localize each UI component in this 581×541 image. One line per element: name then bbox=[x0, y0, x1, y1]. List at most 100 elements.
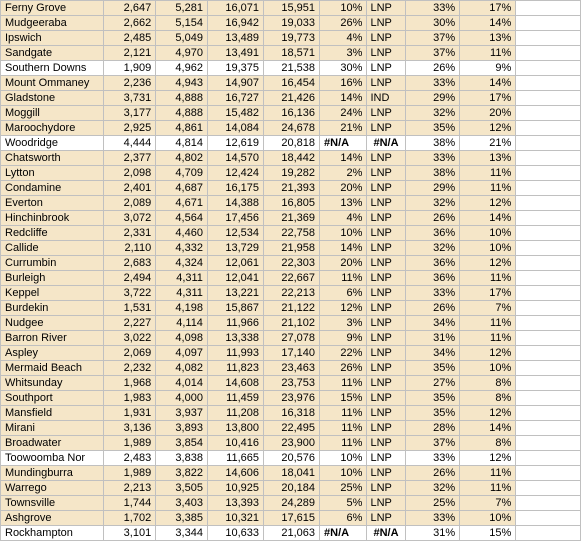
cell-v3: 15,482 bbox=[207, 106, 263, 121]
cell-v1: 1,531 bbox=[104, 301, 156, 316]
cell-v4: 19,033 bbox=[263, 16, 319, 31]
cell-v4: 22,495 bbox=[263, 421, 319, 436]
cell-v4: 21,122 bbox=[263, 301, 319, 316]
cell-pct2: 36% bbox=[406, 271, 460, 286]
cell-v2: 3,893 bbox=[156, 421, 208, 436]
cell-v3: 11,208 bbox=[207, 406, 263, 421]
cell-v2: 5,154 bbox=[156, 16, 208, 31]
cell-v1: 2,213 bbox=[104, 481, 156, 496]
cell-v1: 2,236 bbox=[104, 76, 156, 91]
cell-empty bbox=[516, 256, 581, 271]
cell-v1: 1,931 bbox=[104, 406, 156, 421]
cell-v4: 21,393 bbox=[263, 181, 319, 196]
cell-v4: 22,213 bbox=[263, 286, 319, 301]
cell-pct2: 27% bbox=[406, 376, 460, 391]
cell-pct1: 10% bbox=[320, 226, 367, 241]
table-row: Gladstone3,7314,88816,72721,42614%IND29%… bbox=[1, 91, 581, 106]
cell-v3: 14,388 bbox=[207, 196, 263, 211]
cell-v3: 16,071 bbox=[207, 1, 263, 16]
cell-v2: 5,281 bbox=[156, 1, 208, 16]
cell-v3: 13,393 bbox=[207, 496, 263, 511]
cell-v1: 4,444 bbox=[104, 136, 156, 151]
cell-party: LNP bbox=[367, 361, 406, 376]
table-row: Everton2,0894,67114,38816,80513%LNP32%12… bbox=[1, 196, 581, 211]
cell-empty bbox=[516, 1, 581, 16]
cell-v4: 20,818 bbox=[263, 136, 319, 151]
table-row: Ipswich2,4855,04913,48919,7734%LNP37%13% bbox=[1, 31, 581, 46]
cell-pct1: 12% bbox=[320, 301, 367, 316]
cell-v3: 13,800 bbox=[207, 421, 263, 436]
cell-v4: 22,667 bbox=[263, 271, 319, 286]
cell-pct3: 8% bbox=[460, 376, 516, 391]
cell-party: LNP bbox=[367, 271, 406, 286]
cell-v2: 4,814 bbox=[156, 136, 208, 151]
cell-name: Burdekin bbox=[1, 301, 104, 316]
cell-pct3: 14% bbox=[460, 421, 516, 436]
cell-pct2: 30% bbox=[406, 16, 460, 31]
cell-party: IND bbox=[367, 91, 406, 106]
cell-name: Toowoomba Nor bbox=[1, 451, 104, 466]
cell-pct3: 12% bbox=[460, 406, 516, 421]
cell-v2: 4,564 bbox=[156, 211, 208, 226]
cell-pct3: 14% bbox=[460, 16, 516, 31]
cell-pct3: 10% bbox=[460, 226, 516, 241]
cell-v3: 10,633 bbox=[207, 526, 263, 541]
cell-pct1: 4% bbox=[320, 31, 367, 46]
table-row: Callide2,1104,33213,72921,95814%LNP32%10… bbox=[1, 241, 581, 256]
cell-v4: 16,805 bbox=[263, 196, 319, 211]
cell-pct1: 25% bbox=[320, 481, 367, 496]
cell-pct3: 7% bbox=[460, 496, 516, 511]
cell-empty bbox=[516, 331, 581, 346]
table-row: Condamine2,4014,68716,17521,39320%LNP29%… bbox=[1, 181, 581, 196]
cell-pct2: 32% bbox=[406, 481, 460, 496]
cell-empty bbox=[516, 361, 581, 376]
cell-party: LNP bbox=[367, 196, 406, 211]
cell-na2: #N/A bbox=[367, 526, 406, 541]
cell-v2: 4,324 bbox=[156, 256, 208, 271]
cell-pct3: 13% bbox=[460, 31, 516, 46]
cell-v1: 2,377 bbox=[104, 151, 156, 166]
table-row: Maroochydore2,9254,86114,08424,67821%LNP… bbox=[1, 121, 581, 136]
cell-pct3: 11% bbox=[460, 466, 516, 481]
cell-v3: 11,993 bbox=[207, 346, 263, 361]
cell-pct1: 11% bbox=[320, 271, 367, 286]
cell-pct3: 10% bbox=[460, 241, 516, 256]
cell-pct1: 6% bbox=[320, 286, 367, 301]
cell-v4: 27,078 bbox=[263, 331, 319, 346]
table-row: Rockhampton3,1013,34410,63321,063#N/A#N/… bbox=[1, 526, 581, 541]
cell-pct3: 14% bbox=[460, 76, 516, 91]
cell-v4: 16,136 bbox=[263, 106, 319, 121]
cell-v4: 18,041 bbox=[263, 466, 319, 481]
cell-empty bbox=[516, 466, 581, 481]
table-row: Burdekin1,5314,19815,86721,12212%LNP26%7… bbox=[1, 301, 581, 316]
cell-name: Whitsunday bbox=[1, 376, 104, 391]
table-row: Lytton2,0984,70912,42419,2822%LNP38%11% bbox=[1, 166, 581, 181]
cell-v3: 13,338 bbox=[207, 331, 263, 346]
cell-v3: 13,729 bbox=[207, 241, 263, 256]
cell-pct3: 12% bbox=[460, 256, 516, 271]
cell-v2: 4,943 bbox=[156, 76, 208, 91]
cell-pct1: 11% bbox=[320, 436, 367, 451]
cell-name: Currumbin bbox=[1, 256, 104, 271]
cell-pct3: 21% bbox=[460, 136, 516, 151]
cell-name: Southern Downs bbox=[1, 61, 104, 76]
cell-party: LNP bbox=[367, 451, 406, 466]
cell-empty bbox=[516, 106, 581, 121]
cell-name: Aspley bbox=[1, 346, 104, 361]
cell-v3: 12,041 bbox=[207, 271, 263, 286]
cell-empty bbox=[516, 211, 581, 226]
table-row: Sandgate2,1214,97013,49118,5713%LNP37%11… bbox=[1, 46, 581, 61]
cell-pct2: 33% bbox=[406, 286, 460, 301]
cell-pct3: 8% bbox=[460, 436, 516, 451]
cell-pct1: 22% bbox=[320, 346, 367, 361]
table-row: Southern Downs1,9094,96219,37521,53830%L… bbox=[1, 61, 581, 76]
cell-v1: 2,121 bbox=[104, 46, 156, 61]
cell-v4: 21,538 bbox=[263, 61, 319, 76]
cell-empty bbox=[516, 61, 581, 76]
cell-v2: 4,888 bbox=[156, 106, 208, 121]
cell-pct1: 24% bbox=[320, 106, 367, 121]
cell-party: LNP bbox=[367, 346, 406, 361]
cell-v1: 1,909 bbox=[104, 61, 156, 76]
cell-pct2: 26% bbox=[406, 301, 460, 316]
cell-empty bbox=[516, 481, 581, 496]
